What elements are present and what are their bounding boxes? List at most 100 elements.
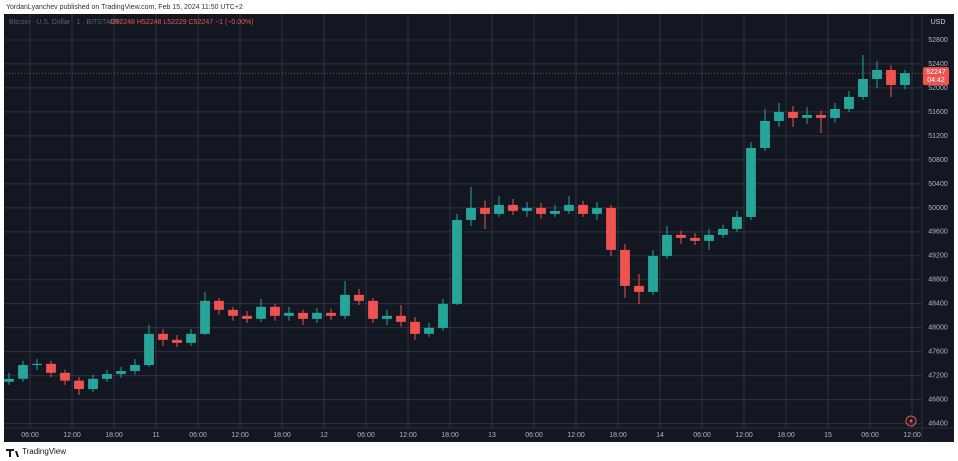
x-tick-label: 11 <box>152 432 159 439</box>
candle-body <box>102 374 112 379</box>
y-tick-label: 48400 <box>928 301 948 308</box>
candle-body <box>116 371 126 375</box>
candle-body <box>550 210 560 214</box>
header-text: YordanLyanchev published on TradingView.… <box>6 4 243 11</box>
y-tick-label: 49200 <box>928 253 948 260</box>
candle-body <box>788 111 798 118</box>
candle-body <box>438 303 448 328</box>
x-tick-label: 12:00 <box>903 432 921 439</box>
candle-body <box>284 312 294 316</box>
candle-body <box>88 378 98 390</box>
candle-body <box>32 363 42 366</box>
candle-body <box>256 306 266 319</box>
x-tick-label: 06:00 <box>693 432 711 439</box>
x-tick-label: 18:00 <box>609 432 627 439</box>
candle-body <box>60 372 70 381</box>
symbol-label: Bitcoin · U.S. Dollar · 1 · BITSTAMP <box>9 19 121 26</box>
candle-body <box>564 204 574 211</box>
replay-icon[interactable] <box>905 415 917 427</box>
candle-body <box>704 234 714 241</box>
candle-body <box>368 300 378 319</box>
y-tick-label: 50400 <box>928 181 948 188</box>
candle-body <box>522 207 532 211</box>
y-tick-label: 50800 <box>928 157 948 164</box>
candle-body <box>662 234 672 256</box>
candle-body <box>354 294 364 301</box>
candle-body <box>718 228 728 235</box>
x-tick-label: 12:00 <box>231 432 249 439</box>
y-tick-label: 51600 <box>928 109 948 116</box>
candle-body <box>410 321 420 334</box>
candle-body <box>130 365 140 372</box>
x-tick-label: 12:00 <box>735 432 753 439</box>
candles <box>4 54 910 396</box>
candle-body <box>270 306 280 316</box>
candle-body <box>816 114 826 118</box>
last-price-label: 52247 <box>926 69 946 76</box>
x-tick-label: 18:00 <box>777 432 795 439</box>
x-tick-label: 12:00 <box>567 432 585 439</box>
x-tick-label: 13 <box>488 432 496 439</box>
candle-body <box>536 207 546 214</box>
candle-body <box>382 315 392 319</box>
candle-body <box>214 300 224 310</box>
x-tick-label: 18:00 <box>273 432 291 439</box>
candle-body <box>508 204 518 211</box>
y-tick-label: 47200 <box>928 373 948 380</box>
candle-body <box>158 333 168 340</box>
x-tick-label: 06:00 <box>21 432 39 439</box>
y-tick-label: 52400 <box>928 61 948 68</box>
footer-brand: TradingView <box>22 447 66 456</box>
candle-body <box>648 255 658 292</box>
y-tick-label: 48000 <box>928 325 948 332</box>
candle-body <box>298 312 308 319</box>
candle-body <box>760 120 770 148</box>
candle-body <box>690 237 700 241</box>
y-tick-label: 48800 <box>928 277 948 284</box>
grid <box>4 14 922 428</box>
candle-body <box>872 69 882 79</box>
candle-body <box>172 339 182 343</box>
candle-body <box>606 207 616 250</box>
x-tick-label: 15 <box>824 432 832 439</box>
x-tick-label: 12:00 <box>399 432 417 439</box>
candle-body <box>900 73 910 85</box>
chart-background <box>4 14 954 442</box>
y-tick-label: 52800 <box>928 37 948 44</box>
x-tick-label: 18:00 <box>441 432 459 439</box>
candle-body <box>74 380 84 390</box>
candle-body <box>732 216 742 229</box>
candle-body <box>830 108 840 118</box>
candle-body <box>396 315 406 322</box>
candle-body <box>844 96 854 109</box>
candle-body <box>494 204 504 214</box>
logo <box>6 449 19 457</box>
candle-body <box>200 300 210 334</box>
x-tick-label: 12 <box>320 432 328 439</box>
y-tick-label: 51200 <box>928 133 948 140</box>
candle-body <box>326 312 336 316</box>
x-tick-label: 14 <box>656 432 664 439</box>
y-tick-label: 52000 <box>928 85 948 92</box>
candle-body <box>312 312 322 319</box>
candle-body <box>886 69 896 85</box>
candle-body <box>746 147 756 217</box>
currency-label: USD <box>931 19 946 26</box>
candle-body <box>480 207 490 214</box>
y-tick-label: 47600 <box>928 349 948 356</box>
replay-icon-dot <box>909 419 913 423</box>
candle-body <box>466 207 476 220</box>
candle-body <box>18 365 28 379</box>
candle-body <box>578 204 588 214</box>
candle-body <box>46 363 56 373</box>
candle-body <box>4 378 14 382</box>
candle-body <box>802 114 812 118</box>
candle-body <box>228 309 238 316</box>
candle-body <box>592 207 602 214</box>
candle-body <box>620 249 630 286</box>
ohlc-label: O52248 H52248 L52229 C52247 −1 (−0.00%) <box>110 19 254 26</box>
candle-body <box>774 111 784 121</box>
y-tick-label: 46800 <box>928 397 948 404</box>
candle-body <box>340 294 350 316</box>
